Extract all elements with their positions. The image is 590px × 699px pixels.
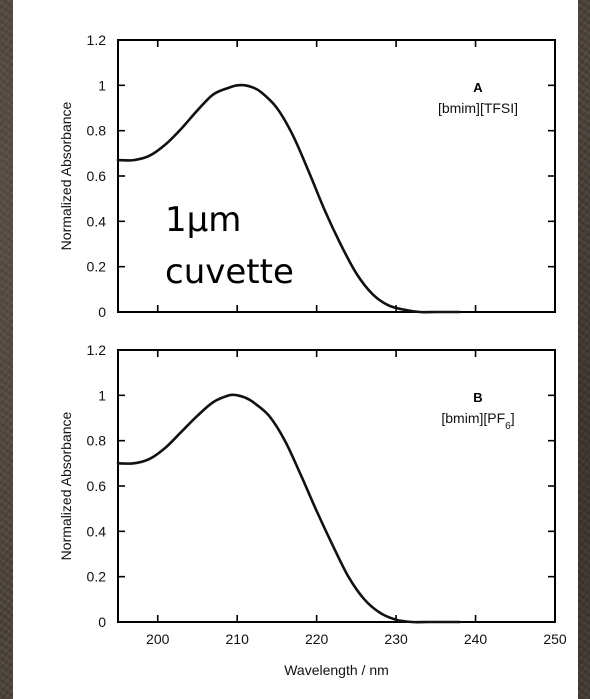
y-tick-label: 1.2 bbox=[87, 32, 107, 48]
y-tick-label: 0.8 bbox=[87, 433, 107, 449]
y-tick-label: 0 bbox=[98, 304, 106, 320]
x-axis-title: Wavelength / nm bbox=[284, 662, 389, 678]
absorbance-curve bbox=[116, 393, 461, 624]
cuvette-annotation: cuvette bbox=[165, 252, 294, 292]
x-tick-label: 210 bbox=[226, 631, 250, 647]
absorbance-curve bbox=[116, 83, 461, 314]
x-tick-label: 250 bbox=[543, 631, 567, 647]
chart-panel-b: 0 0.2 0.4 0.6 0.8 1 1.2 200 210 220 230 240 250 Norma… bbox=[58, 342, 567, 678]
x-tick-label: 200 bbox=[146, 631, 170, 647]
x-tick-label: 220 bbox=[305, 631, 329, 647]
y-tick-label: 0.4 bbox=[87, 213, 107, 229]
y-axis-title: Normalized Absorbance bbox=[58, 101, 74, 250]
y-tick-label: 0.4 bbox=[87, 523, 107, 539]
x-tick-label: 230 bbox=[384, 631, 408, 647]
y-tick-label: 0.2 bbox=[87, 569, 107, 585]
plot-frame bbox=[117, 349, 556, 623]
panel-letter: A bbox=[473, 80, 483, 95]
chart-panel-a: 0 0.2 0.4 0.6 0.8 1 1.2 Normalized Absorbance A [… bbox=[58, 32, 556, 320]
panel-letter: B bbox=[473, 390, 482, 405]
y-tick-label: 0.8 bbox=[87, 123, 107, 139]
y-tick-label: 1 bbox=[98, 77, 106, 93]
sample-label: [bmim][TFSI] bbox=[438, 100, 518, 116]
y-tick-label: 1 bbox=[98, 387, 106, 403]
y-tick-label: 0.6 bbox=[87, 478, 107, 494]
sample-label: [bmim][PF6] bbox=[441, 410, 514, 432]
y-tick-label: 1.2 bbox=[87, 342, 107, 358]
y-tick-label: 0.6 bbox=[87, 168, 107, 184]
y-tick-label: 0 bbox=[98, 614, 106, 630]
y-axis-title: Normalized Absorbance bbox=[58, 411, 74, 560]
x-tick-label: 240 bbox=[464, 631, 488, 647]
cuvette-annotation: 1μm bbox=[165, 200, 241, 240]
y-tick-label: 0.2 bbox=[87, 259, 107, 275]
